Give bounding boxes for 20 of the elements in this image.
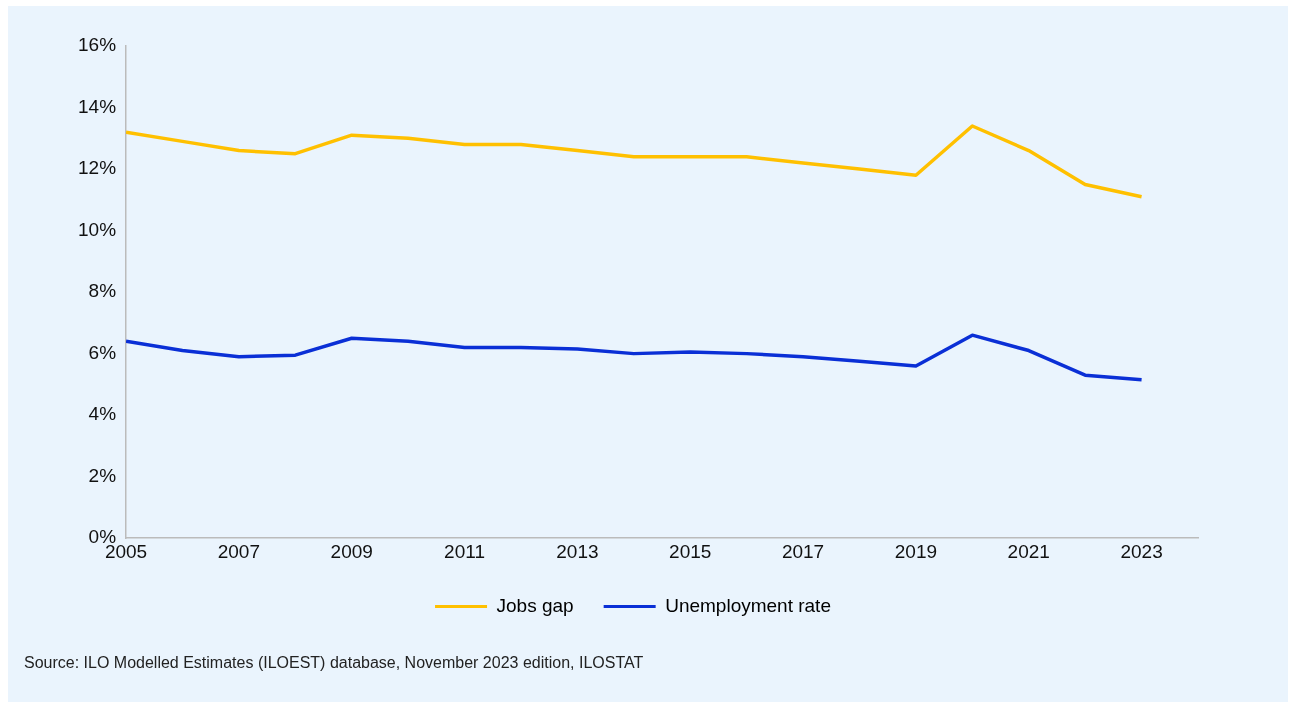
y-tick-label: 10% [78, 218, 117, 240]
x-tick-label: 2021 [1007, 540, 1050, 562]
y-tick-label: 2% [88, 464, 117, 486]
x-tick-label: 2011 [444, 540, 485, 562]
y-tick-label: 12% [78, 157, 117, 179]
x-tick-label: 2007 [217, 540, 261, 562]
y-tick-label: 8% [88, 280, 117, 302]
x-tick-label: 2013 [556, 540, 599, 562]
x-tick-label: 2009 [330, 540, 373, 562]
x-tick-label: 2017 [781, 540, 825, 562]
y-tick-label: 14% [78, 95, 117, 117]
source-note: Source: ILO Modelled Estimates (ILOEST) database, November 2023 edition, ILOSTAT [24, 654, 644, 672]
y-tick-label: 4% [88, 403, 117, 425]
legend-label: Unemployment rate [665, 594, 831, 616]
y-tick-label: 16% [78, 34, 117, 56]
legend-label: Jobs gap [496, 594, 574, 616]
y-tick-label: 6% [88, 341, 117, 363]
x-tick-label: 2015 [669, 540, 712, 562]
x-tick-label: 2023 [1120, 540, 1163, 562]
x-tick-label: 2019 [894, 540, 938, 562]
